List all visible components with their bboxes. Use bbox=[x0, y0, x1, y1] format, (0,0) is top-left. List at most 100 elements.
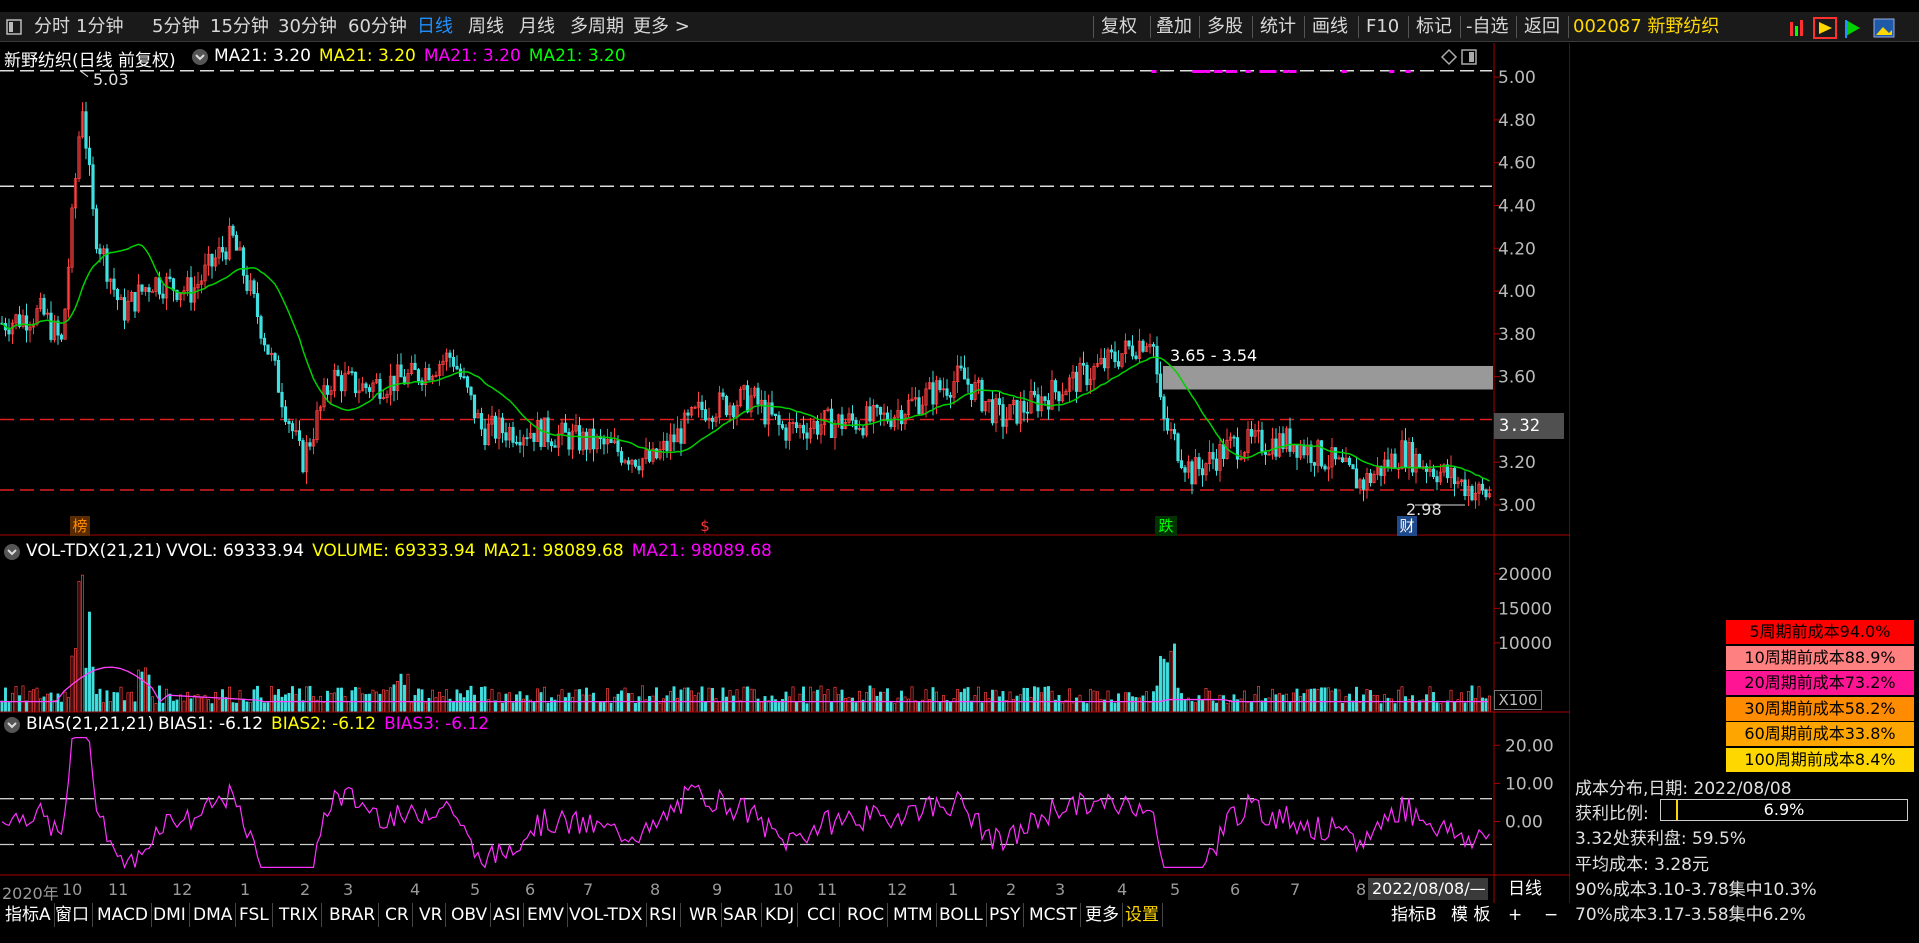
indicator-tab[interactable]: BRAR bbox=[326, 903, 380, 927]
mark-button[interactable]: 标记 bbox=[1416, 16, 1452, 37]
volume-bar bbox=[1341, 702, 1344, 713]
candle bbox=[787, 422, 792, 441]
volume-bar bbox=[952, 698, 956, 713]
marker-cai[interactable]: 财 bbox=[1397, 516, 1417, 536]
picture-icon[interactable] bbox=[1873, 18, 1895, 38]
indicator-tab[interactable]: ROC bbox=[844, 903, 889, 927]
indicator-tab[interactable]: TRIX bbox=[276, 903, 322, 927]
indicator-tab[interactable]: 更多 bbox=[1082, 903, 1123, 927]
volume-bar bbox=[1089, 688, 1092, 713]
indicator-tab[interactable]: VOL-TDX bbox=[566, 903, 647, 927]
indicator-tab[interactable]: MTM bbox=[890, 903, 937, 927]
tab-1min[interactable]: 1分钟 bbox=[76, 16, 124, 37]
indicator-tab[interactable]: VR bbox=[416, 903, 447, 927]
candle bbox=[1431, 468, 1436, 478]
tab-more[interactable]: 更多 > bbox=[633, 16, 690, 37]
bars-icon[interactable] bbox=[1790, 20, 1803, 36]
marker-dollar[interactable]: $ bbox=[700, 517, 710, 535]
volume-bar bbox=[963, 688, 966, 713]
candle bbox=[476, 413, 480, 419]
volume-bar bbox=[1463, 702, 1467, 713]
indicator-tab[interactable]: ASI bbox=[490, 903, 525, 927]
diamond-icon[interactable] bbox=[1440, 48, 1458, 66]
flag-icon[interactable] bbox=[1845, 20, 1860, 38]
volume-bar bbox=[1260, 700, 1264, 713]
signal-dot bbox=[1288, 70, 1294, 73]
indicator-tab[interactable]: 窗口 bbox=[52, 903, 93, 927]
bias-menu-icon[interactable] bbox=[2, 715, 22, 735]
sidebar-toggle-icon[interactable] bbox=[2, 12, 26, 42]
indicator-tab[interactable]: EMV bbox=[524, 903, 569, 927]
indicator-tab[interactable]: DMI bbox=[150, 903, 190, 927]
indicator-tab[interactable]: BOLL bbox=[936, 903, 987, 927]
candle bbox=[651, 448, 655, 462]
indicator-tab[interactable]: DMA bbox=[190, 903, 237, 927]
volume-bar bbox=[550, 697, 553, 713]
candle bbox=[259, 316, 263, 339]
volume-bar bbox=[1155, 685, 1159, 713]
template-button[interactable]: 模 板 bbox=[1451, 905, 1491, 925]
candle bbox=[367, 387, 372, 392]
zoom-in-button[interactable]: + bbox=[1508, 905, 1523, 925]
play-icon[interactable] bbox=[1813, 17, 1837, 39]
tab-daily[interactable]: 日线 bbox=[417, 16, 453, 37]
volume-bar bbox=[312, 696, 315, 713]
volume-bar bbox=[277, 689, 280, 713]
marker-die[interactable]: 跌 bbox=[1155, 516, 1177, 536]
overlay-button[interactable]: 叠加 bbox=[1156, 16, 1192, 37]
marker-bang[interactable]: 榜 bbox=[70, 516, 90, 536]
volume-bar bbox=[798, 693, 802, 713]
chart-canvas[interactable]: 5.004.804.604.404.204.003.803.603.403.20… bbox=[0, 43, 1570, 903]
indicator-tab[interactable]: CR bbox=[382, 903, 413, 927]
volume-bar bbox=[1148, 701, 1152, 713]
ma21-label: MA21: 3.20 bbox=[318, 46, 416, 66]
volume-bar bbox=[760, 701, 763, 713]
tab-30min[interactable]: 30分钟 bbox=[278, 16, 337, 37]
candle bbox=[1176, 433, 1180, 462]
tab-weekly[interactable]: 周线 bbox=[468, 16, 504, 37]
tab-multi[interactable]: 多周期 bbox=[570, 16, 624, 37]
indicator-tab[interactable]: WR bbox=[686, 903, 722, 927]
vol-menu-icon[interactable] bbox=[2, 542, 22, 562]
avg-cost: 平均成本: 3.28元 bbox=[1575, 855, 1709, 875]
indicator-b-button[interactable]: 指标B bbox=[1391, 905, 1437, 925]
multi-stock-button[interactable]: 多股 bbox=[1207, 16, 1243, 37]
draw-line-button[interactable]: 画线 bbox=[1312, 16, 1348, 37]
back-button[interactable]: 返回 bbox=[1524, 16, 1560, 37]
f10-button[interactable]: F10 bbox=[1366, 16, 1400, 37]
indicator-tab[interactable]: 设置 bbox=[1122, 903, 1163, 927]
volume-bar bbox=[1257, 686, 1260, 713]
remove-watchlist-button[interactable]: -自选 bbox=[1466, 16, 1509, 37]
indicator-tab[interactable]: 指标A bbox=[2, 903, 55, 927]
stats-button[interactable]: 统计 bbox=[1260, 16, 1296, 37]
panel-menu-icon[interactable] bbox=[190, 47, 210, 67]
volume-bar bbox=[1057, 695, 1061, 713]
tab-5min[interactable]: 5分钟 bbox=[152, 16, 200, 37]
fuquan-button[interactable]: 复权 bbox=[1101, 16, 1137, 37]
indicator-tab[interactable]: RSI bbox=[646, 903, 681, 927]
candle bbox=[304, 442, 309, 473]
indicator-tab[interactable]: FSL bbox=[236, 903, 273, 927]
candle bbox=[616, 440, 620, 452]
candle bbox=[850, 413, 855, 421]
indicator-tab[interactable]: SAR bbox=[720, 903, 762, 927]
zoom-out-button[interactable]: − bbox=[1544, 905, 1559, 925]
tab-15min[interactable]: 15分钟 bbox=[210, 16, 269, 37]
candle bbox=[826, 408, 830, 412]
month-label: 10 bbox=[62, 880, 83, 899]
profit-at-price: 3.32处获利盘: 59.5% bbox=[1575, 829, 1746, 849]
indicator-tab[interactable]: OBV bbox=[448, 903, 492, 927]
indicator-tab[interactable]: MACD bbox=[94, 903, 152, 927]
tab-60min[interactable]: 60分钟 bbox=[348, 16, 407, 37]
indicator-tab[interactable]: PSY bbox=[986, 903, 1025, 927]
candle bbox=[1340, 457, 1345, 463]
window-icon[interactable] bbox=[1461, 49, 1477, 65]
indicator-tab[interactable]: MCST bbox=[1026, 903, 1081, 927]
volume-bar bbox=[1470, 685, 1474, 713]
indicator-tab[interactable]: CCI bbox=[804, 903, 840, 927]
tab-fenshi[interactable]: 分时 bbox=[34, 16, 70, 37]
volume-bar bbox=[763, 696, 767, 713]
volume-bar bbox=[116, 692, 119, 713]
indicator-tab[interactable]: KDJ bbox=[762, 903, 799, 927]
tab-monthly[interactable]: 月线 bbox=[519, 16, 555, 37]
